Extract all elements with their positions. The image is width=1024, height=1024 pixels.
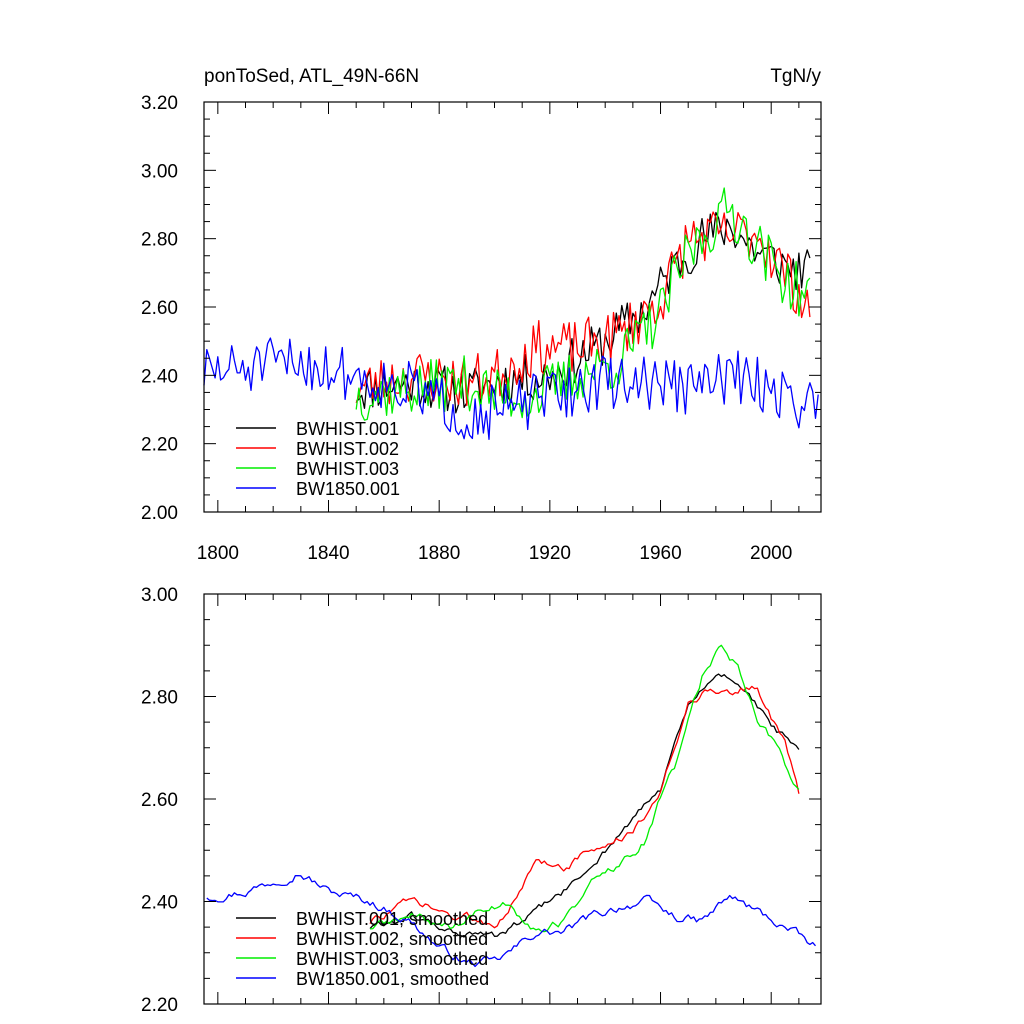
series-line-3	[355, 187, 811, 421]
y-tick-label: 2.80	[141, 688, 178, 709]
top-panel-units: TgN/y	[770, 66, 821, 87]
series-line-4	[203, 337, 819, 440]
series-line-3	[369, 644, 800, 933]
legend-label: BWHIST.002	[296, 439, 399, 459]
y-tick-label: 3.00	[141, 161, 178, 182]
y-tick-label: 2.60	[141, 298, 178, 319]
x-tick-label: 1920	[529, 543, 571, 564]
x-tick-label: 2000	[750, 543, 792, 564]
legend-label: BW1850.001	[296, 479, 400, 499]
legend-label: BWHIST.001	[296, 419, 399, 439]
series-line-1	[355, 211, 811, 414]
y-tick-label: 2.00	[141, 503, 178, 524]
y-tick-label: 2.40	[141, 366, 178, 387]
legend-label: BWHIST.002, smoothed	[296, 929, 488, 949]
x-tick-label: 1800	[197, 543, 239, 564]
y-tick-label: 2.20	[141, 995, 178, 1016]
series-line-1	[369, 673, 800, 938]
y-tick-label: 2.40	[141, 893, 178, 914]
legend-label: BWHIST.003, smoothed	[296, 949, 488, 969]
series-line-2	[355, 211, 811, 407]
y-tick-label: 2.80	[141, 230, 178, 251]
y-tick-label: 3.00	[141, 585, 178, 606]
y-tick-label: 3.20	[141, 93, 178, 114]
x-tick-label: 1840	[307, 543, 349, 564]
y-tick-label: 2.60	[141, 790, 178, 811]
x-tick-label: 1960	[639, 543, 681, 564]
top-panel-title: ponToSed, ATL_49N-66N	[204, 66, 419, 87]
legend-label: BWHIST.001, smoothed	[296, 909, 488, 929]
legend-label: BW1850.001, smoothed	[296, 969, 489, 989]
legend-label: BWHIST.003	[296, 459, 399, 479]
series-line-4	[206, 874, 816, 968]
top-panel: ponToSed, ATL_49N-66N TgN/y BWHIST.001BW…	[141, 66, 822, 564]
series-line-2	[369, 685, 800, 929]
y-tick-label: 2.20	[141, 435, 178, 456]
x-tick-label: 1880	[418, 543, 460, 564]
